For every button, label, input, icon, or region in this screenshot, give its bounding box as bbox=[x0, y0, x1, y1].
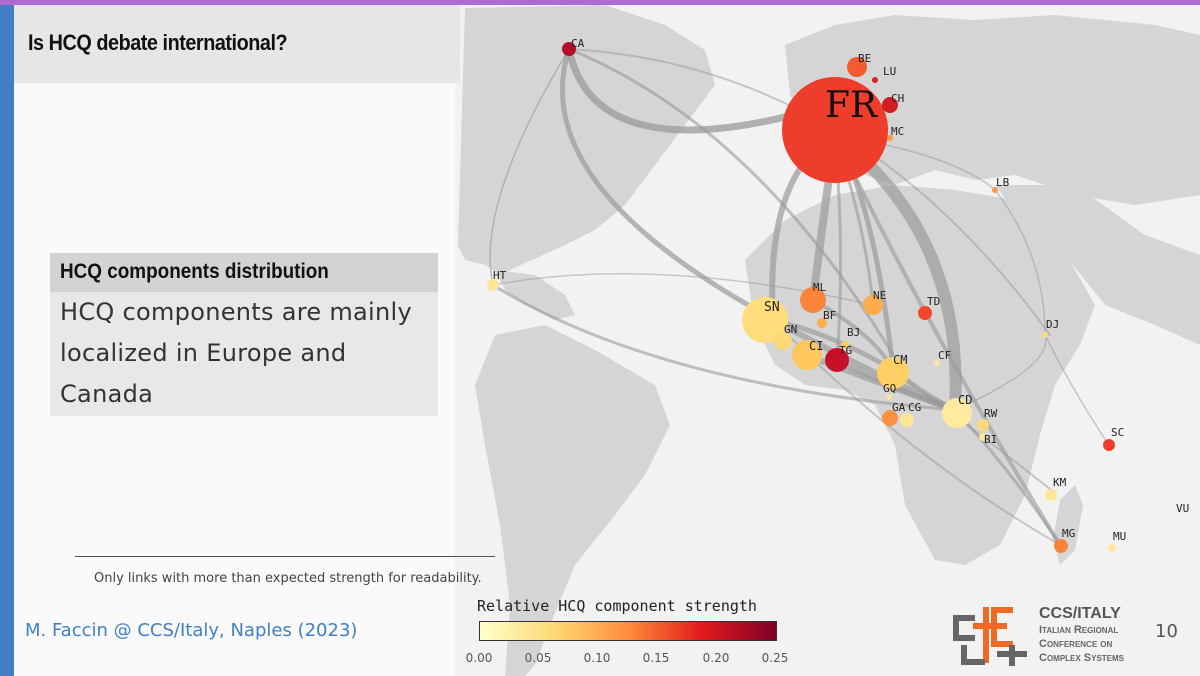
map-nodes bbox=[487, 42, 1116, 553]
node-DJ bbox=[1042, 332, 1048, 338]
colorbar-tick: 0.00 bbox=[465, 651, 493, 665]
top-accent-bar bbox=[0, 0, 1200, 5]
label-LB: LB bbox=[996, 176, 1010, 189]
node-CG bbox=[900, 413, 914, 427]
callout-line: HCQ components are mainly bbox=[60, 298, 413, 326]
node-TG bbox=[825, 348, 849, 372]
colorbar-tick: 0.15 bbox=[642, 651, 670, 665]
node-SN bbox=[742, 297, 788, 343]
footnote: Only links with more than expected stren… bbox=[94, 571, 482, 586]
label-ML: ML bbox=[813, 281, 827, 294]
callout-line: Canada bbox=[60, 380, 154, 408]
node-SC bbox=[1103, 439, 1115, 451]
label-BI: BI bbox=[984, 433, 997, 446]
label-BJ: BJ bbox=[847, 326, 860, 339]
node-BJ bbox=[841, 341, 849, 349]
node-CD bbox=[942, 398, 972, 428]
label-CI: CI bbox=[809, 339, 823, 353]
colorbar-title: Relative HCQ component strength bbox=[477, 597, 757, 615]
node-GN bbox=[774, 332, 792, 350]
node-CF bbox=[934, 360, 940, 366]
callout-header: HCQ components distribution bbox=[50, 253, 438, 292]
node-BF bbox=[817, 318, 827, 328]
label-CG: CG bbox=[908, 401, 921, 414]
label-SN: SN bbox=[764, 300, 780, 315]
node-MC bbox=[887, 135, 893, 141]
node-TD bbox=[918, 306, 932, 320]
page-number: 10 bbox=[1155, 621, 1178, 642]
footer-author: M. Faccin @ CCS/Italy, Naples (2023) bbox=[25, 620, 358, 641]
node-MG bbox=[1054, 539, 1068, 553]
label-HT: HT bbox=[493, 269, 507, 282]
colorbar-tick: 0.05 bbox=[524, 651, 552, 665]
label-LU: LU bbox=[883, 65, 896, 78]
label-CH: CH bbox=[891, 92, 904, 105]
colorbar-tick: 0.25 bbox=[761, 651, 789, 665]
callout-line: localized in Europe and bbox=[60, 339, 347, 367]
logo-subtitle-line: Complex Systems bbox=[1039, 652, 1125, 664]
colorbar bbox=[479, 621, 777, 641]
label-BE: BE bbox=[858, 52, 871, 65]
node-HT bbox=[487, 279, 499, 291]
node-GQ bbox=[886, 394, 892, 400]
colorbar-tick: 0.10 bbox=[583, 651, 611, 665]
node-ML bbox=[800, 287, 826, 313]
node-CM bbox=[877, 357, 909, 389]
colorbar-tick: 0.20 bbox=[702, 651, 730, 665]
label-RW: RW bbox=[984, 407, 998, 420]
divider-line bbox=[75, 556, 495, 557]
node-CA bbox=[562, 42, 576, 56]
node-CI bbox=[792, 340, 822, 370]
label-KM: KM bbox=[1053, 476, 1067, 489]
label-MU: MU bbox=[1113, 530, 1126, 543]
ccs-italy-logo-icon bbox=[953, 607, 1027, 666]
node-BE bbox=[847, 57, 867, 77]
slide-title: Is HCQ debate international? bbox=[28, 30, 288, 55]
node-NE bbox=[863, 295, 883, 315]
label-MC: MC bbox=[891, 125, 904, 138]
label-CF: CF bbox=[938, 349, 951, 362]
world-map: FR CA BE LU CH MC LB HT SN ML NE TD BF B… bbox=[455, 5, 1200, 676]
label-VU: VU bbox=[1176, 502, 1189, 515]
node-LB bbox=[992, 187, 998, 193]
label-MG: MG bbox=[1062, 527, 1075, 540]
callout-heading: HCQ components distribution bbox=[60, 260, 329, 283]
label-CD: CD bbox=[958, 393, 972, 407]
logo-subtitle-line: Italian Regional bbox=[1039, 624, 1119, 636]
label-SC: SC bbox=[1111, 426, 1124, 439]
node-BI bbox=[979, 433, 987, 441]
node-LU bbox=[872, 77, 878, 83]
logo-title: CCS/ITALY bbox=[1039, 605, 1121, 622]
left-accent-bar bbox=[0, 5, 14, 676]
label-GA: GA bbox=[892, 401, 906, 414]
label-TD: TD bbox=[927, 295, 940, 308]
title-background bbox=[14, 5, 460, 83]
node-GA bbox=[882, 410, 898, 426]
label-NE: NE bbox=[873, 289, 886, 302]
node-MU bbox=[1108, 544, 1116, 552]
label-GN: GN bbox=[784, 323, 797, 336]
node-labels: FR CA BE LU CH MC LB HT SN ML NE TD BF B… bbox=[493, 37, 1189, 543]
label-CM: CM bbox=[893, 353, 907, 367]
label-DJ: DJ bbox=[1046, 318, 1059, 331]
label-CA: CA bbox=[571, 37, 585, 50]
callout-body: HCQ components are mainly localized in E… bbox=[50, 292, 438, 416]
logo-subtitle-line: Conference on bbox=[1039, 638, 1113, 650]
node-RW bbox=[977, 419, 989, 431]
label-BF: BF bbox=[823, 309, 836, 322]
node-FR bbox=[782, 77, 888, 183]
label-FR: FR bbox=[825, 85, 878, 126]
node-CH bbox=[882, 97, 898, 113]
node-KM bbox=[1045, 489, 1057, 501]
label-GQ: GQ bbox=[883, 382, 896, 395]
label-TG: TG bbox=[839, 344, 852, 357]
